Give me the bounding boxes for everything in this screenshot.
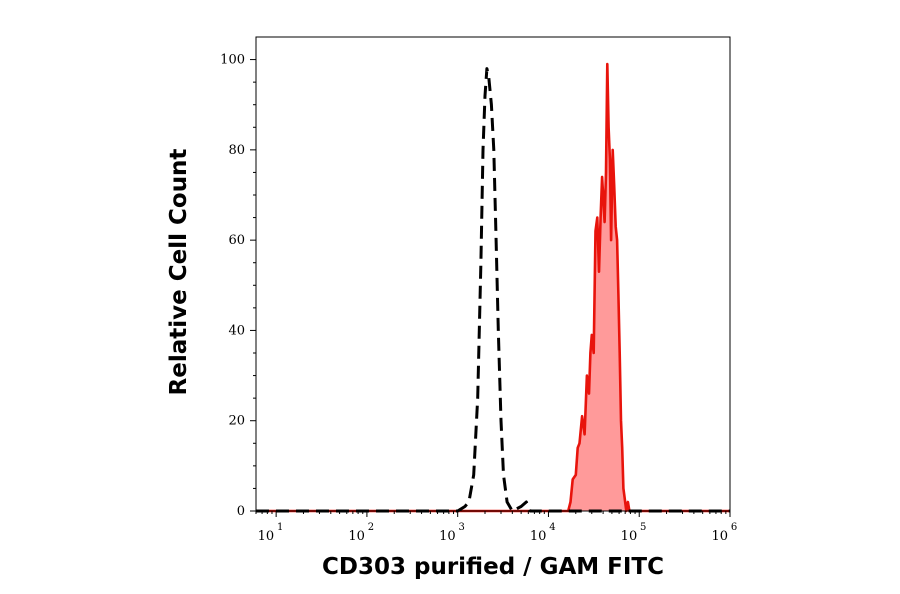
x-tick-label: 10 [258, 529, 275, 544]
x-tick-label: 10 [711, 529, 728, 544]
series-line-dashed [256, 67, 730, 513]
x-tick-exponent: 3 [458, 522, 464, 533]
x-tick-exponent: 4 [549, 522, 555, 533]
x-tick-exponent: 2 [368, 522, 374, 533]
x-tick-label: 10 [530, 529, 547, 544]
y-tick-label: 20 [228, 414, 245, 429]
x-tick-exponent: 1 [277, 522, 283, 533]
x-tick-label: 10 [348, 529, 365, 544]
x-tick-label: 10 [439, 529, 456, 544]
y-tick-label: 60 [228, 233, 245, 248]
series-fill-solid [256, 64, 730, 511]
series-line-solid [256, 62, 730, 513]
y-tick-label: 40 [228, 323, 245, 338]
x-tick-label: 10 [621, 529, 638, 544]
y-tick-label: 0 [237, 504, 245, 519]
y-tick-label: 100 [220, 53, 245, 68]
plot-frame [255, 36, 731, 512]
series-layer [256, 62, 730, 513]
x-axis-title: CD303 purified / GAM FITC [322, 554, 664, 580]
x-tick-exponent: 5 [640, 522, 646, 533]
x-tick-exponent: 6 [731, 522, 737, 533]
y-tick-label: 80 [228, 143, 245, 158]
y-axis-title: Relative Cell Count [166, 149, 192, 396]
